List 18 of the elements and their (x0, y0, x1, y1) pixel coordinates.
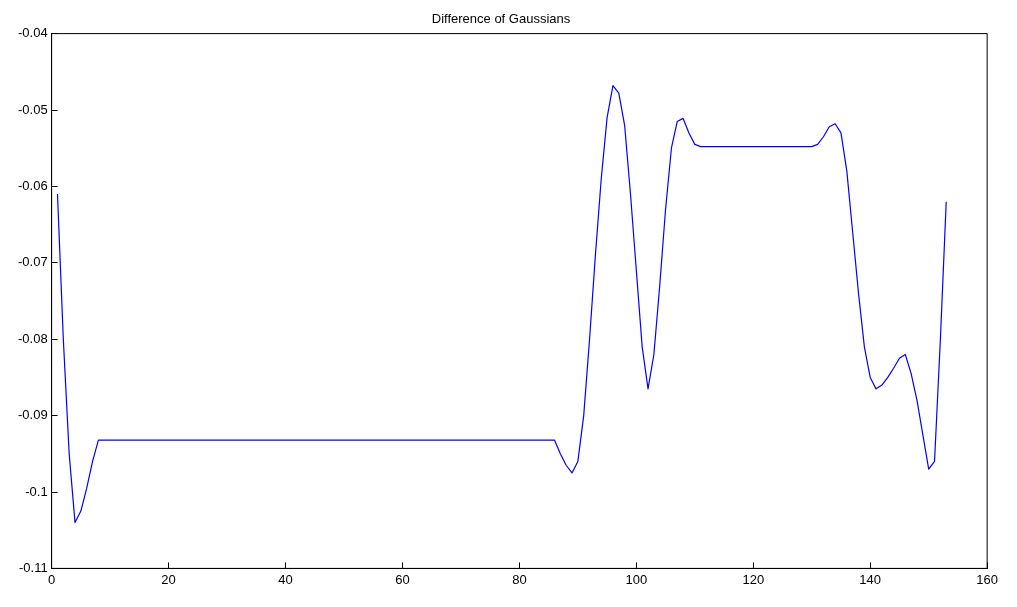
x-tick-label: 120 (742, 571, 765, 587)
y-tick-label: -0.09 (17, 407, 48, 423)
y-tick-label: -0.06 (17, 177, 48, 193)
x-tick-label: 40 (278, 571, 293, 587)
y-tick-label: -0.05 (17, 101, 48, 117)
y-tick-label: -0.07 (17, 254, 48, 270)
x-tick-label: 80 (512, 571, 527, 587)
y-tick-label: -0.04 (17, 25, 48, 41)
chart-title: Difference of Gaussians (431, 11, 571, 27)
x-tick-label: 0 (48, 571, 56, 587)
y-tick-label: -0.08 (17, 330, 48, 346)
y-tick-label: -0.1 (25, 483, 48, 499)
x-tick-label: 160 (976, 571, 999, 587)
y-tick-label: -0.11 (18, 559, 48, 575)
x-tick-label: 20 (161, 571, 176, 587)
x-tick-label: 140 (859, 571, 882, 587)
x-tick-label: 100 (625, 571, 648, 587)
x-tick-label: 60 (395, 571, 410, 587)
